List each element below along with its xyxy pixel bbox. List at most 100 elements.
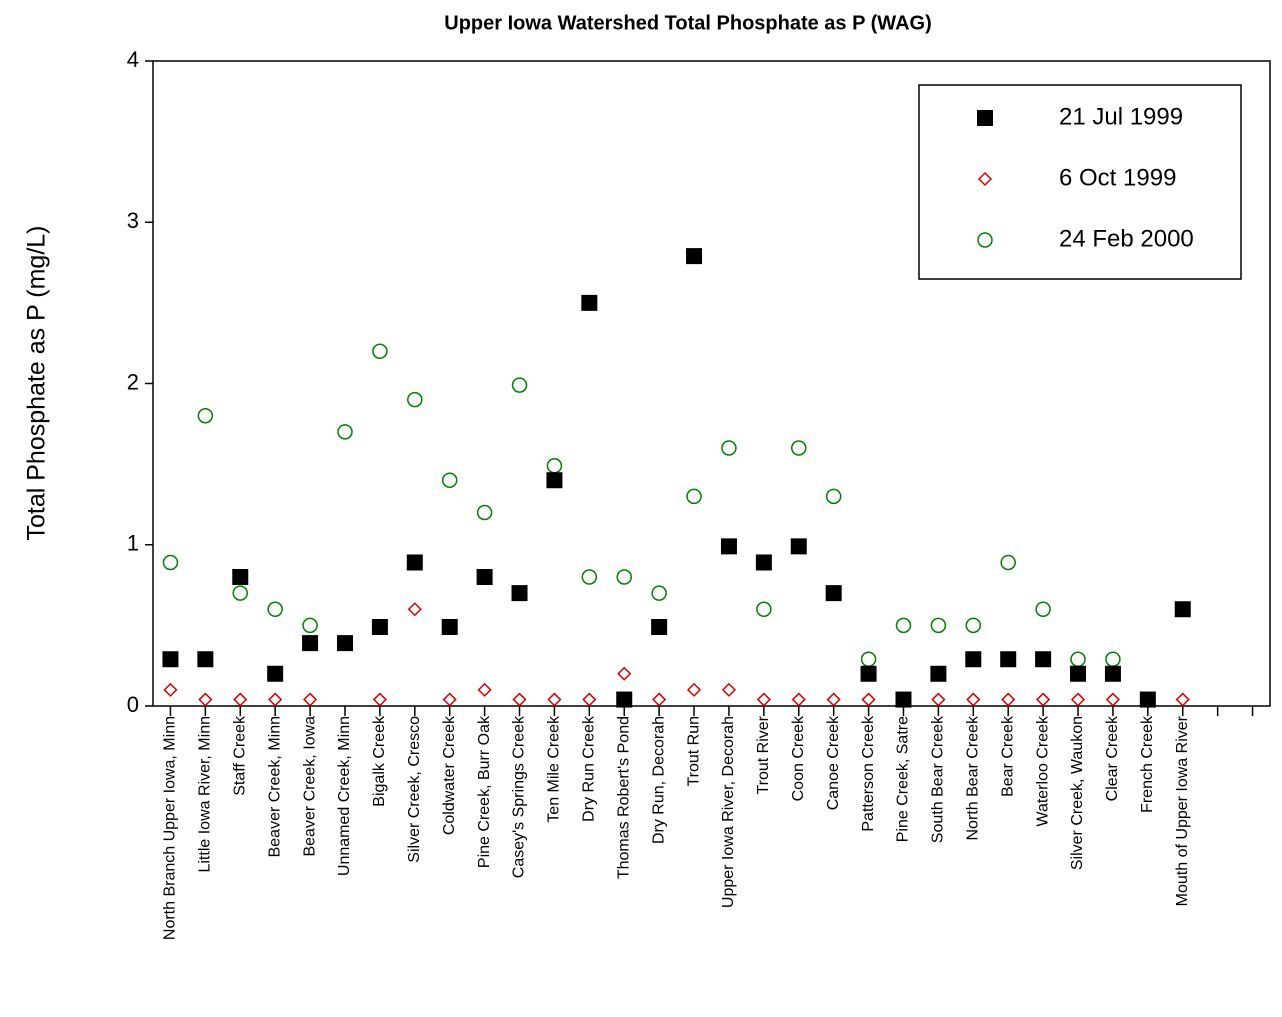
x-tick-label: Clear Creek [1104,715,1121,801]
x-tick-label: Patterson Creek [860,715,877,832]
x-tick-label: Unnamed Creek, Minn [336,716,353,876]
point [721,682,737,697]
point [826,692,841,707]
point [232,569,249,585]
legend-box [918,84,1242,280]
point [1001,692,1016,707]
x-tick-label: Waterloo Creek [1034,715,1051,827]
point [686,488,702,505]
point [860,665,877,682]
point [965,617,982,634]
x-tick-label: Pine Creek, Burr Oak [476,715,493,868]
point [756,601,772,617]
point [616,569,632,585]
point [930,665,947,682]
point [372,692,387,707]
point [1000,651,1017,668]
point [931,692,946,707]
point [966,692,981,707]
x-tick-label: South Bear Creek [930,715,947,843]
point [442,692,457,707]
point [197,651,214,668]
point [372,343,388,359]
x-tick-label: Dry Run, Decorah [650,716,667,844]
point [652,692,667,707]
point [791,692,806,707]
legend-marker [977,232,993,248]
point [198,692,213,707]
x-tick-label: Little Iowa River, Minn [197,716,214,873]
x-tick-label: Pine Creek, Satre [895,716,912,842]
point [582,692,597,707]
point [162,651,179,668]
x-tick-label: Trout Run [685,716,702,787]
y-tick-label: 3 [127,208,139,233]
x-tick-label: Casey's Springs Creek [511,715,528,878]
x-tick-label: Coldwater Creek [441,715,458,835]
point [616,691,633,708]
x-tick-label: Silver Creek, Waukon [1069,716,1086,870]
chart-title: Upper Iowa Watershed Total Phosphate as … [444,12,931,34]
point [720,538,737,555]
x-tick-label: Ten Mile Creek [546,715,563,823]
point [512,692,527,707]
point [1175,692,1190,707]
x-tick-label: Mouth of Upper Iowa River [1174,715,1191,906]
point [930,617,947,634]
x-tick-label: North Branch Upper Iowa, Minn [162,716,179,940]
point [790,538,807,555]
point [162,554,179,571]
point [756,692,771,707]
point [895,617,912,634]
point [581,294,598,311]
point [1035,651,1052,668]
y-tick-label: 2 [127,369,139,394]
x-tick-label: Canoe Creek [825,715,842,810]
point [407,602,422,617]
point [233,692,248,707]
point [895,691,912,708]
point [268,692,283,707]
point [651,585,667,601]
point [791,440,807,456]
point [755,554,772,571]
point [686,682,702,697]
point [476,504,493,521]
x-tick-label: Dry Run Creek [581,715,598,822]
x-tick-label: Bigalk Creek [371,715,388,807]
point [303,692,318,707]
x-tick-label: Bear Creek [999,715,1016,797]
point [860,651,877,667]
point [267,665,284,682]
point [546,472,563,489]
point [476,569,493,585]
point [371,618,388,635]
point [617,666,632,681]
point [1000,554,1016,571]
point [1174,601,1191,618]
point [232,585,249,601]
x-tick-label: Thomas Robert's Pond [615,716,632,879]
point [406,554,423,571]
point [1105,651,1121,667]
point [302,635,319,652]
point [1035,601,1051,617]
point [1036,692,1051,707]
point [302,617,318,634]
point [336,635,353,652]
y-tick-label: 4 [127,47,139,72]
legend-marker [977,171,993,187]
y-tick-label: 1 [127,531,139,556]
y-axis-label: Total Phosphate as P (mg/L) [23,226,51,541]
point [686,248,703,265]
point [163,682,178,697]
x-tick-label: Beaver Creek, Iowa [301,716,318,857]
point [651,618,668,635]
point [546,457,563,474]
point [1070,665,1087,682]
x-tick-label: North Bear Creek [965,715,982,840]
point [407,391,423,408]
point [197,408,214,424]
point [337,424,353,440]
point [825,488,842,505]
